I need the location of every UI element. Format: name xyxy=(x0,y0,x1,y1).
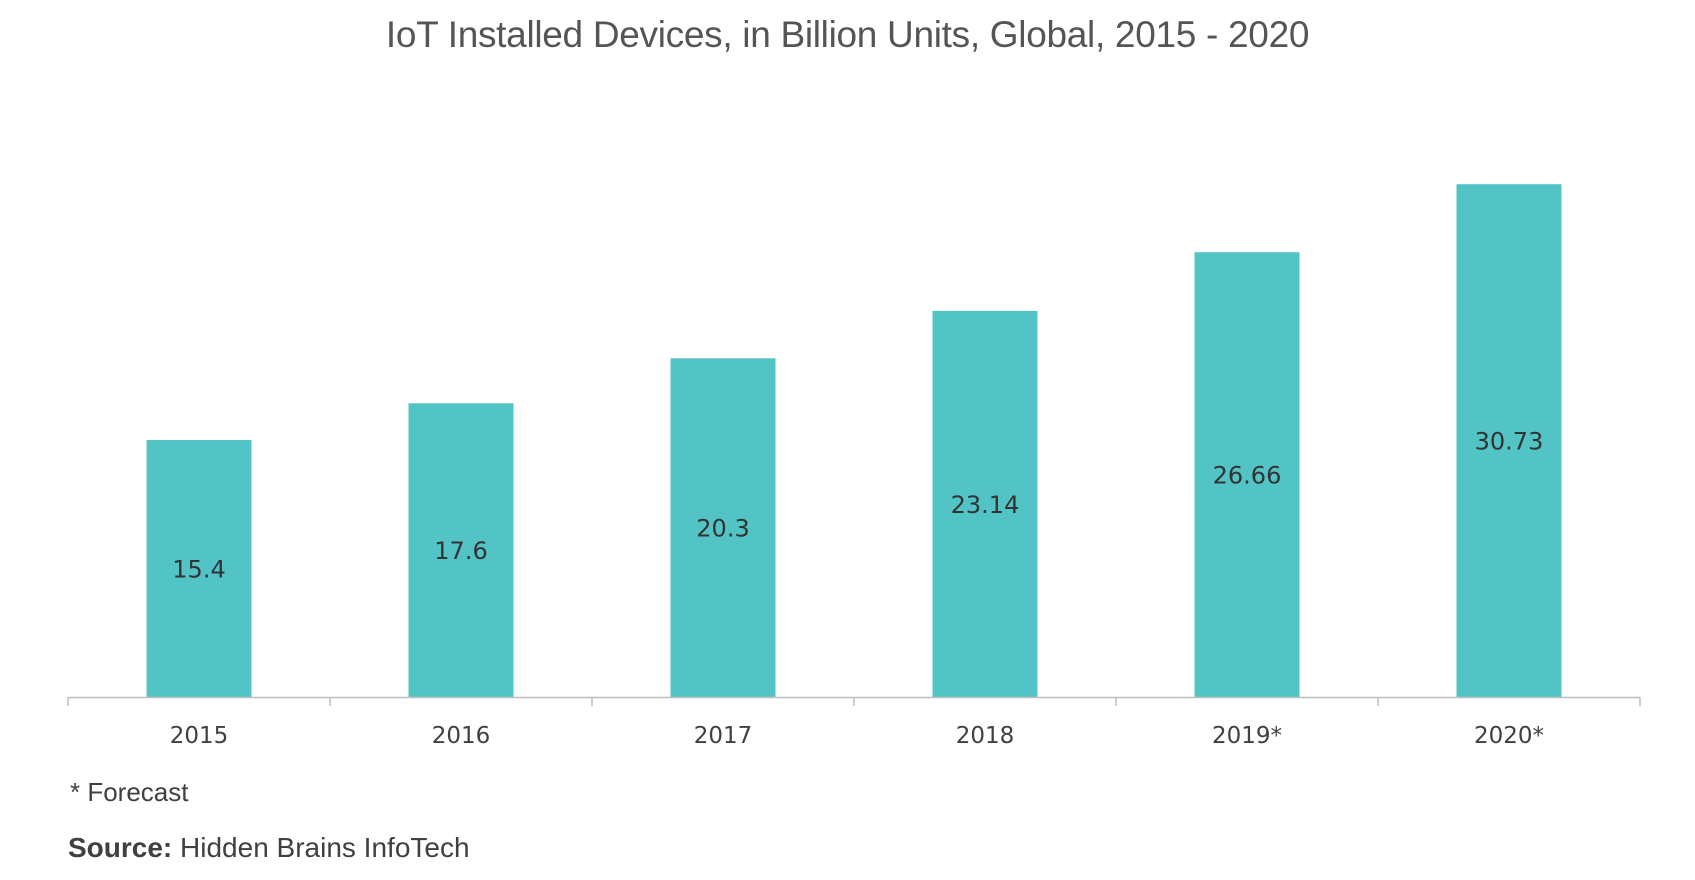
bar-2018 xyxy=(932,310,1038,697)
x-tick-label: 2017 xyxy=(694,723,753,749)
x-axis xyxy=(67,696,1641,706)
source-note: Source: Hidden Brains InfoTech xyxy=(68,832,470,864)
data-label: 15.4 xyxy=(172,556,225,584)
data-label: 30.73 xyxy=(1475,428,1544,456)
data-label: 26.66 xyxy=(1213,462,1282,490)
source-text: Hidden Brains InfoTech xyxy=(180,832,470,863)
data-label: 20.3 xyxy=(696,515,749,543)
x-tick-label: 2020* xyxy=(1474,723,1544,749)
bar-2019-forecast xyxy=(1194,252,1300,697)
bars-layer xyxy=(146,184,1562,697)
chart-title: IoT Installed Devices, in Billion Units,… xyxy=(385,14,1310,55)
bar-2015 xyxy=(146,440,252,697)
x-tick-label: 2019* xyxy=(1212,723,1282,749)
labels-layer: 15.4 2015 17.6 2016 20.3 2017 23.14 2018 26.66 20… xyxy=(170,428,1544,749)
data-label: 17.6 xyxy=(434,537,487,565)
forecast-footnote: * Forecast xyxy=(70,777,189,807)
source-label: Source: xyxy=(68,832,173,863)
bar-2017 xyxy=(670,358,776,697)
x-tick-label: 2018 xyxy=(956,723,1015,749)
bar-2016 xyxy=(408,403,514,697)
data-label: 23.14 xyxy=(951,491,1020,519)
bar-2020-forecast xyxy=(1456,184,1562,697)
x-tick-label: 2016 xyxy=(432,723,491,749)
x-tick-label: 2015 xyxy=(170,723,229,749)
